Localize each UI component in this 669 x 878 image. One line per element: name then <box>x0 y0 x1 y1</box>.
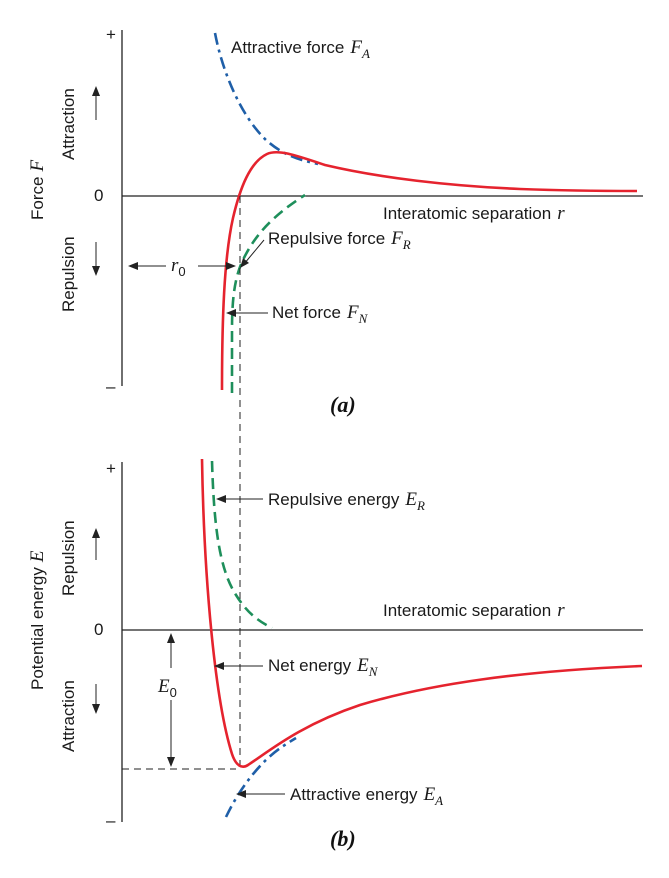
repulsive-energy-curve <box>210 460 273 630</box>
repulsive-force-leader <box>240 239 265 268</box>
attractive-energy-leader <box>236 790 285 798</box>
repulsive-force-curve <box>230 193 306 393</box>
attractive-energy-label: Attractive energy EA <box>290 784 443 808</box>
svg-text:Repulsion: Repulsion <box>59 236 78 312</box>
e0-label: E0 <box>157 676 177 700</box>
net-force-label: Net force FN <box>272 302 369 326</box>
svg-text:Repulsion: Repulsion <box>59 520 78 596</box>
attractive-energy-curve <box>224 736 297 818</box>
force-attraction-label: Attraction <box>59 88 78 160</box>
panel-b: + 0 – Potential energyE Repulsion Attrac… <box>27 458 643 851</box>
e0-dimension-arrow <box>167 633 175 767</box>
svg-text:Attraction: Attraction <box>59 88 78 160</box>
net-force-curve <box>220 150 638 391</box>
force-axis-plus: + <box>106 25 116 44</box>
energy-repulsion-arrow <box>92 528 100 560</box>
svg-text:ForceF: ForceF <box>27 160 48 220</box>
energy-axis-zero: 0 <box>94 620 103 639</box>
energy-repulsion-label: Repulsion <box>59 520 78 596</box>
energy-attraction-arrow <box>92 684 100 714</box>
repulsive-force-label: Repulsive force FR <box>268 228 411 252</box>
net-energy-curve <box>200 458 643 768</box>
energy-axis-minus: – <box>106 811 116 830</box>
net-force-leader <box>226 309 268 317</box>
force-repulsion-label: Repulsion <box>59 236 78 312</box>
force-axis-zero: 0 <box>94 186 103 205</box>
panel-b-caption: (b) <box>330 826 356 851</box>
svg-text:Attraction: Attraction <box>59 680 78 752</box>
attractive-force-curve <box>213 32 319 166</box>
net-energy-label: Net energy EN <box>268 655 379 679</box>
force-axis-title: ForceF <box>27 160 48 220</box>
panel-a-caption: (a) <box>330 392 356 417</box>
r0-dimension-arrow <box>128 262 236 270</box>
force-x-axis-label: Interatomic separation r <box>383 203 565 224</box>
energy-axis-title: Potential energyE <box>27 550 48 690</box>
energy-attraction-label: Attraction <box>59 680 78 752</box>
energy-axis-plus: + <box>106 459 116 478</box>
force-repulsion-arrow <box>92 242 100 276</box>
svg-text:Potential energyE: Potential energyE <box>27 550 48 690</box>
attractive-force-label: Attractive force FA <box>231 37 370 61</box>
force-attraction-arrow <box>92 86 100 120</box>
r0-label: r0 <box>171 255 186 279</box>
net-energy-leader <box>214 662 263 670</box>
repulsive-energy-label: Repulsive energy ER <box>268 489 425 513</box>
force-axis-minus: – <box>106 377 116 396</box>
panel-a: + 0 – ForceF Attraction Repulsion Intera <box>27 25 643 417</box>
energy-x-axis-label: Interatomic separation r <box>383 600 565 621</box>
repulsive-energy-leader <box>216 495 263 503</box>
